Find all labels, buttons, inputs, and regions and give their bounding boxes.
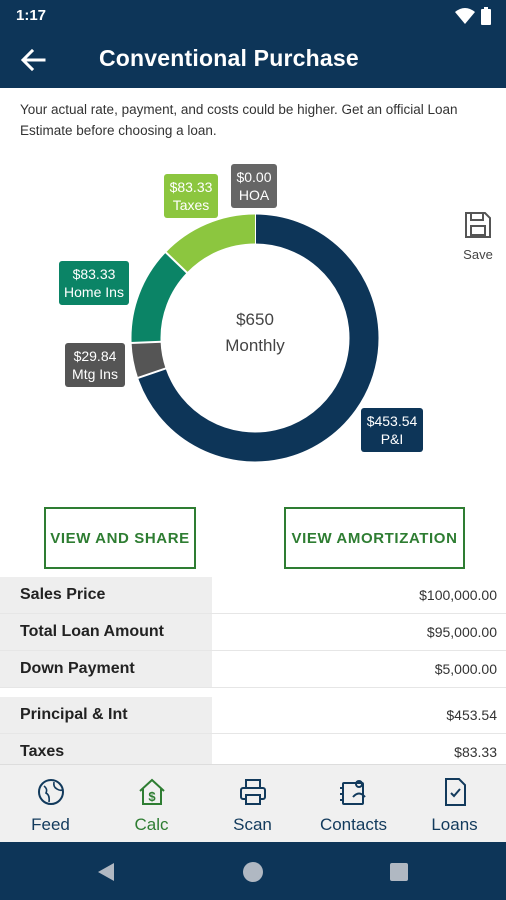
row-value: $83.33: [454, 744, 497, 760]
table-row: Principal & Int $453.54: [0, 697, 506, 734]
table-row: Down Payment $5,000.00: [0, 651, 506, 688]
row-value: $100,000.00: [419, 587, 497, 603]
donut-slice-home-ins: [131, 252, 188, 343]
status-time: 1:17: [16, 7, 47, 24]
battery-icon: [481, 7, 491, 25]
bottom-nav: Feed $ Calc Scan Contacts Loans: [0, 764, 506, 842]
chart-center-value: $650: [236, 310, 274, 329]
slice-value: $83.33: [170, 179, 213, 195]
slice-separator: [130, 340, 162, 344]
status-icons: [454, 6, 494, 26]
slice-label-box: [65, 343, 125, 387]
slice-label-box: [361, 408, 423, 452]
slice-value: $29.84: [74, 348, 117, 364]
donut-slice-taxes: [165, 214, 256, 273]
view-and-share-button[interactable]: VIEW AND SHARE: [44, 507, 196, 569]
globe-icon: [38, 779, 64, 805]
slice-separator: [164, 251, 189, 274]
page-title: Conventional Purchase: [99, 45, 359, 71]
recents-square-icon[interactable]: [387, 860, 411, 884]
nav-label: Loans: [431, 815, 478, 834]
status-bar: 1:17: [0, 0, 506, 32]
nav-label: Calc: [134, 815, 169, 834]
slice-label-p-i: $453.54 P&I: [361, 408, 423, 452]
back-triangle-icon[interactable]: [94, 860, 118, 884]
slice-label-home-ins: $83.33 Home Ins: [59, 261, 129, 305]
disclaimer-text: Your actual rate, payment, and costs cou…: [20, 102, 458, 138]
slice-value: $453.54: [367, 413, 418, 429]
arrow-left-icon: [20, 48, 46, 72]
wifi-icon: [455, 8, 475, 24]
document-check-icon: [445, 778, 466, 806]
payment-breakdown-table: Principal & Int $453.54 Taxes $83.33: [0, 697, 506, 771]
contacts-icon: [340, 780, 366, 805]
row-label: Principal & Int: [0, 697, 212, 733]
nav-label: Scan: [233, 815, 272, 834]
nav-item-calc[interactable]: $ Calc: [101, 765, 202, 843]
slice-label-box: [231, 164, 277, 208]
nav-item-feed[interactable]: Feed: [0, 765, 101, 843]
payment-donut-chart: $650 Monthly $453.54 P&I $29.84 Mtg Ins $83.…: [59, 164, 423, 462]
slice-separator: [136, 367, 167, 380]
home-circle-icon[interactable]: [241, 860, 265, 884]
slice-value: $0.00: [236, 169, 271, 185]
donut-slice-mtg-ins: [131, 341, 166, 378]
nav-label: Feed: [31, 815, 70, 834]
slice-name: HOA: [239, 187, 270, 203]
slice-label-box: [164, 174, 218, 218]
slice-value: $83.33: [73, 266, 116, 282]
nav-item-contacts[interactable]: Contacts: [303, 765, 404, 843]
donut-slice-p-i: [138, 214, 379, 462]
slice-label-taxes: $83.33 Taxes: [164, 174, 218, 218]
slice-label-mtg-ins: $29.84 Mtg Ins: [65, 343, 125, 387]
row-value: $453.54: [446, 707, 497, 723]
save-button[interactable]: Save: [458, 210, 498, 262]
slice-name: Home Ins: [64, 284, 124, 300]
slice-name: Mtg Ins: [72, 366, 118, 382]
save-icon: [465, 212, 491, 238]
nav-label: Contacts: [319, 815, 388, 834]
row-label: Down Payment: [0, 651, 212, 687]
printer-icon: [240, 779, 266, 805]
chart-center-label: Monthly: [225, 336, 285, 355]
row-label: Total Loan Amount: [0, 614, 212, 650]
table-row: Sales Price $100,000.00: [0, 577, 506, 614]
nav-item-scan[interactable]: Scan: [202, 765, 303, 843]
app-bar: Conventional Purchase: [0, 32, 506, 88]
house-dollar-icon: $: [139, 778, 165, 805]
slice-name: P&I: [381, 431, 404, 447]
svg-text:$: $: [148, 789, 156, 804]
slice-label-hoa: $0.00 HOA: [231, 164, 277, 208]
slice-name: Taxes: [173, 197, 210, 213]
save-label: Save: [463, 247, 493, 262]
row-value: $5,000.00: [434, 661, 497, 677]
view-amortization-button[interactable]: VIEW AMORTIZATION: [284, 507, 465, 569]
system-nav-bar: [0, 842, 506, 900]
row-value: $95,000.00: [426, 624, 497, 640]
back-button[interactable]: [18, 46, 48, 74]
slice-label-box: [59, 261, 129, 305]
nav-item-loans[interactable]: Loans: [404, 765, 505, 843]
table-row: Total Loan Amount $95,000.00: [0, 614, 506, 651]
row-label: Sales Price: [0, 577, 212, 613]
loan-summary-table: Sales Price $100,000.00 Total Loan Amoun…: [0, 577, 506, 688]
